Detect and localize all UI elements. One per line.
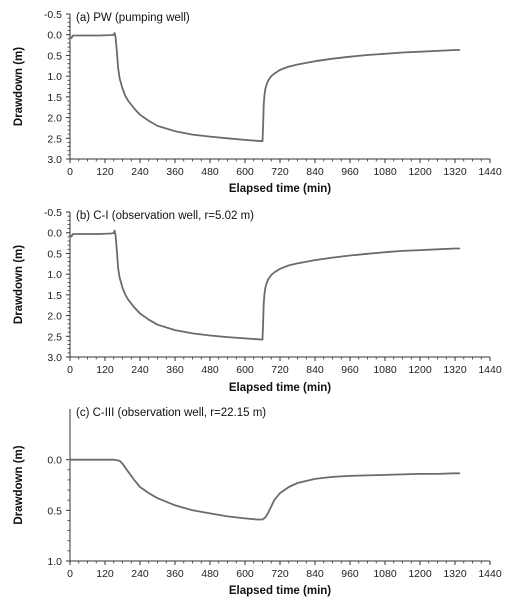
x-tick-label: 1440: [478, 364, 502, 376]
y-tick-label: 3.0: [47, 154, 62, 166]
y-tick-label: -0.5: [44, 9, 62, 21]
x-tick-label: 1440: [478, 166, 502, 178]
x-tick-label: 0: [67, 568, 73, 580]
chart-panel-3: 0 120 240 360 480 600 720 840 960 1080 1200 1320 144…: [13, 407, 502, 597]
x-tick-label: 960: [341, 568, 359, 580]
y-tick-label: 1.0: [47, 556, 62, 568]
y-tick-label: 2.0: [47, 311, 62, 323]
y-tick-label: 0.0: [47, 228, 62, 240]
y-tick-label: 2.5: [47, 133, 62, 145]
x-tick-label: 240: [131, 568, 149, 580]
x-axis-title: Elapsed time (min): [229, 585, 331, 597]
x-tick-label: 120: [96, 568, 114, 580]
x-tick-label: 1320: [443, 166, 467, 178]
y-tick-label: 0.0: [47, 30, 62, 42]
x-tick-label: 1200: [408, 568, 432, 580]
panel-label: (c) C-III (observation well, r=22.15 m): [76, 407, 266, 419]
x-axis-title: Elapsed time (min): [229, 382, 331, 394]
y-axis-title: Drawdown (m): [13, 47, 25, 126]
x-tick-label: 840: [306, 364, 324, 376]
x-tick-label: 120: [96, 166, 114, 178]
y-tick-label: 0.5: [47, 50, 62, 62]
x-tick-label: 840: [306, 568, 324, 580]
y-tick-label: 1.5: [47, 290, 62, 302]
x-tick-label: 0: [67, 364, 73, 376]
x-axis-title: Elapsed time (min): [229, 183, 331, 195]
series-line-1: [69, 229, 461, 341]
x-tick-label: 480: [201, 568, 219, 580]
x-tick-label: 240: [131, 364, 149, 376]
x-tick-label: 960: [341, 166, 359, 178]
y-tick-label: 0.0: [47, 455, 62, 467]
y-tick-label: -0.5: [44, 207, 62, 219]
x-tick-label: 960: [341, 364, 359, 376]
panel-label: (a) PW (pumping well): [76, 12, 190, 24]
x-tick-label: 1440: [478, 568, 502, 580]
x-tick-label: 1080: [373, 364, 397, 376]
x-tick-label: 1320: [443, 364, 467, 376]
x-tick-label: 720: [271, 364, 289, 376]
y-tick-label: 1.0: [47, 71, 62, 83]
x-tick-label: 120: [96, 364, 114, 376]
x-tick-label: 1080: [373, 568, 397, 580]
x-tick-label: 720: [271, 568, 289, 580]
y-tick-label: 1.5: [47, 92, 62, 104]
x-tick-label: 360: [166, 166, 184, 178]
x-tick-label: 1080: [373, 166, 397, 178]
x-tick-label: 360: [166, 364, 184, 376]
x-tick-label: 480: [201, 166, 219, 178]
y-tick-label: 0.5: [47, 505, 62, 517]
y-tick-label: 1.0: [47, 269, 62, 281]
chart-panel-2: 0 120 240 360 480 600 720 840 960 1080 1200 1320 144…: [13, 207, 502, 394]
x-tick-label: 240: [131, 166, 149, 178]
x-tick-label: 720: [271, 166, 289, 178]
x-tick-label: 1200: [408, 364, 432, 376]
x-tick-label: 600: [236, 364, 254, 376]
panel-label: (b) C-I (observation well, r=5.02 m): [76, 210, 254, 222]
x-tick-label: 840: [306, 166, 324, 178]
x-tick-label: 1320: [443, 568, 467, 580]
x-tick-label: 1200: [408, 166, 432, 178]
y-tick-label: 2.0: [47, 113, 62, 125]
y-axis-title: Drawdown (m): [13, 445, 25, 524]
x-tick-label: 600: [236, 166, 254, 178]
y-tick-label: 0.5: [47, 248, 62, 260]
series-line-1: [69, 458, 461, 521]
x-tick-label: 600: [236, 568, 254, 580]
x-tick-label: 480: [201, 364, 219, 376]
y-axis-title: Drawdown (m): [13, 245, 25, 324]
y-tick-label: 3.0: [47, 352, 62, 364]
y-tick-label: 2.5: [47, 331, 62, 343]
x-tick-label: 360: [166, 568, 184, 580]
chart-panel-1: 0 120 240 360 480 600 720 840 960 1080 1200 1320 144…: [13, 9, 502, 195]
x-tick-label: 0: [67, 166, 73, 178]
series-line-1: [69, 32, 461, 143]
